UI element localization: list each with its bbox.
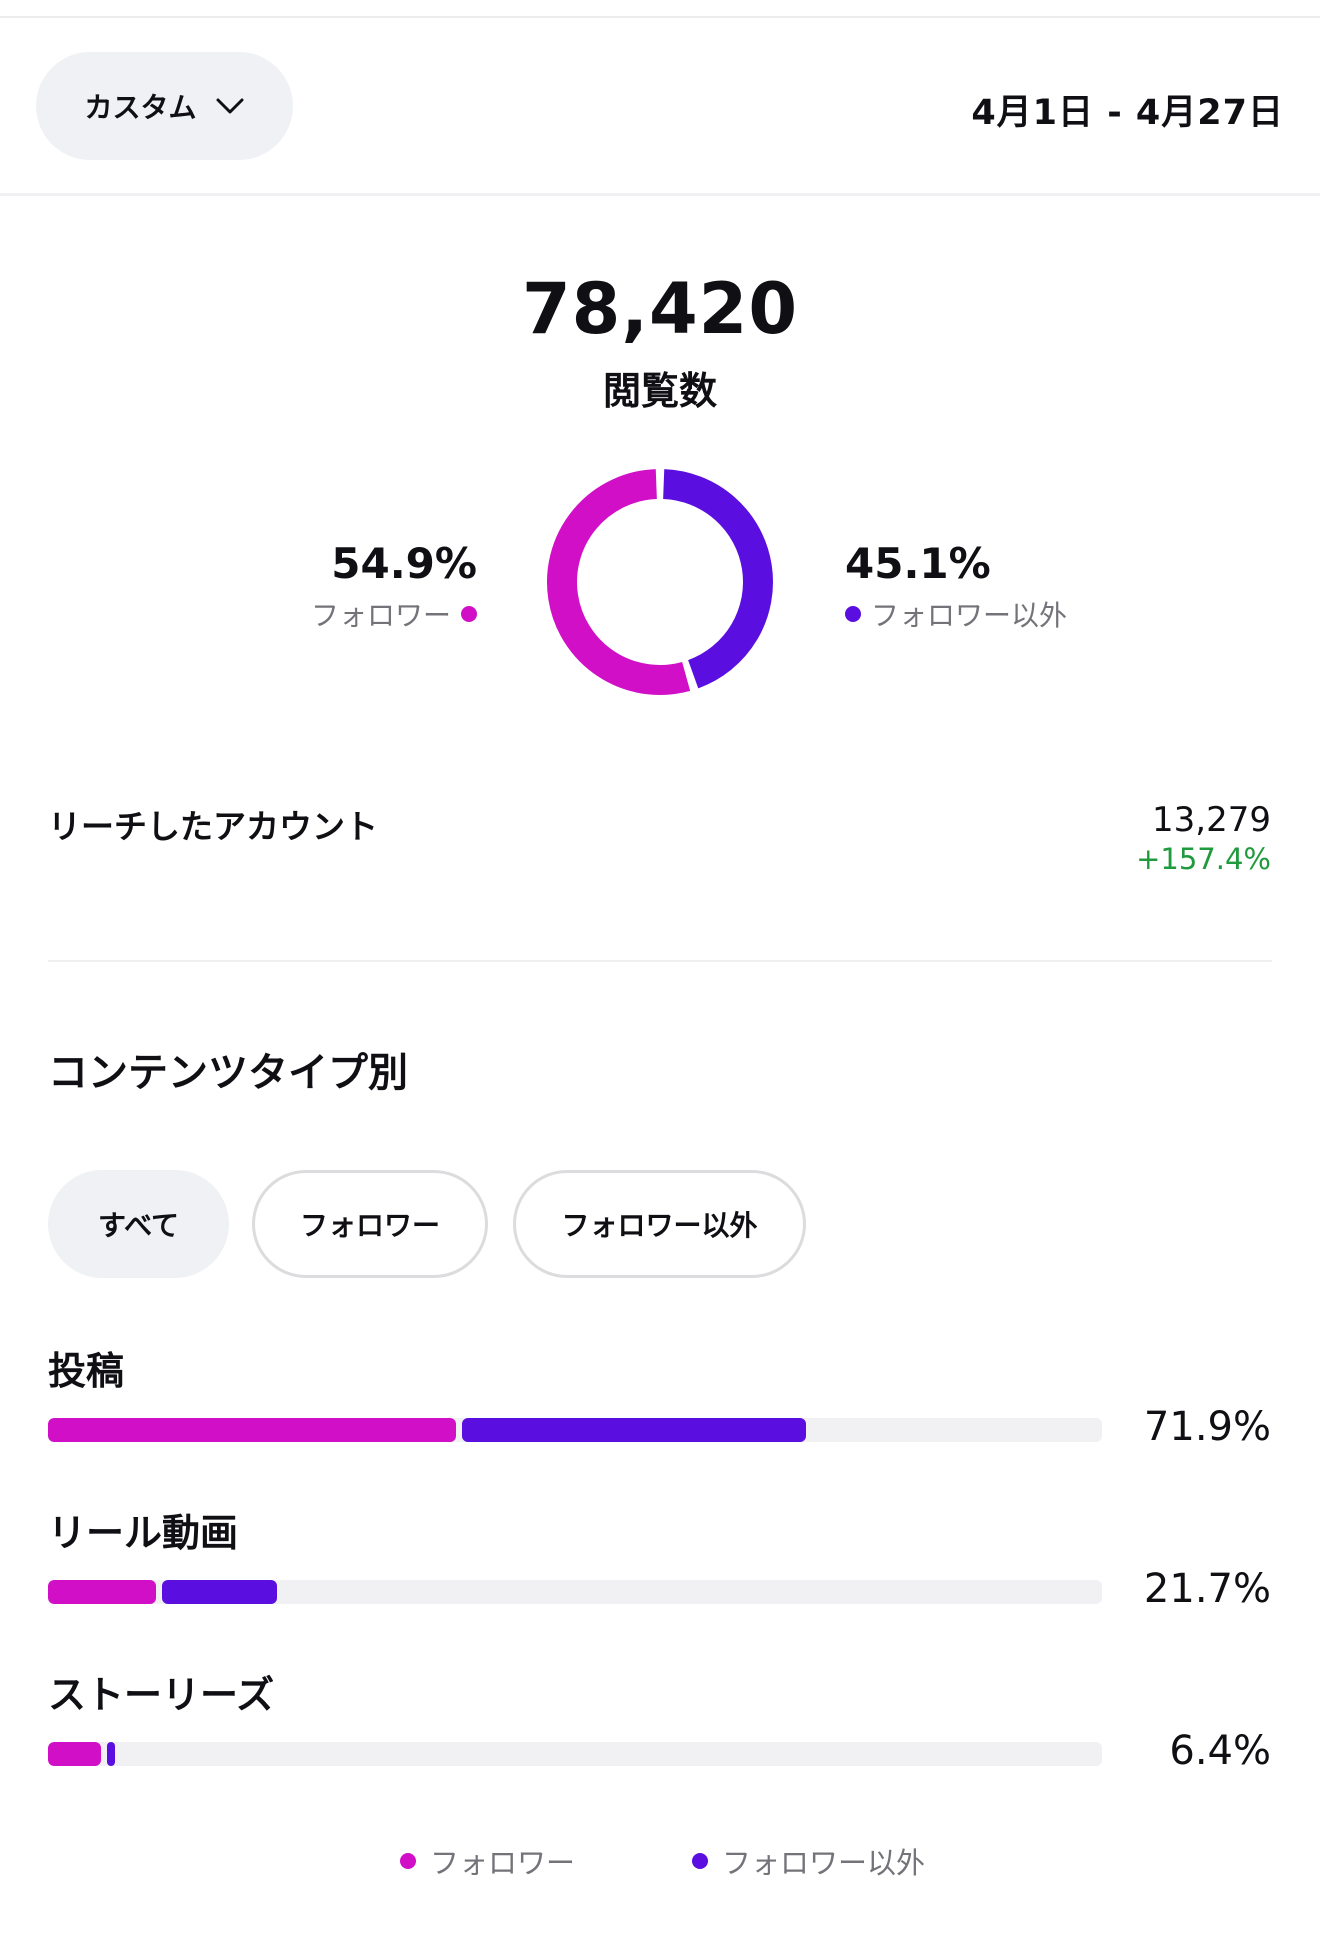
chevron-down-icon (216, 98, 243, 114)
views-label: 閲覧数 (602, 369, 717, 413)
non-followers-arc (662, 469, 773, 689)
non-followers-percent: 45.1% (845, 539, 991, 588)
section-divider (48, 960, 1272, 962)
content-row-bar (48, 1418, 1102, 1442)
content-row-label: 投稿 (48, 1349, 125, 1393)
followers-percent: 54.9% (331, 539, 477, 588)
non-followers-segment (462, 1418, 806, 1442)
date-range-text: 4月1日 - 4月27日 (971, 93, 1284, 133)
non-followers-dot-icon (845, 606, 861, 622)
content-row-bar (48, 1742, 1102, 1766)
content-row-percent: 71.9% (1143, 1404, 1271, 1450)
top-divider (0, 16, 1320, 18)
reach-label: リーチしたアカウント (48, 807, 378, 846)
followers-label: フォロワー (310, 599, 451, 632)
legend-non-followers-label: フォロワー以外 (722, 1846, 926, 1880)
followers-donut-chart (547, 469, 773, 695)
followers-arc (547, 469, 691, 695)
followers-summary: 54.9% フォロワー (311, 540, 477, 634)
filter-followers-button[interactable]: フォロワー (252, 1170, 488, 1278)
content-row-label: ストーリーズ (48, 1673, 275, 1717)
non-followers-dot-icon (692, 1853, 708, 1869)
non-followers-label: フォロワー以外 (871, 599, 1068, 632)
followers-segment (48, 1418, 457, 1442)
content-row-percent: 6.4% (1169, 1728, 1271, 1774)
reach-change: +157.4% (1136, 842, 1271, 876)
followers-dot-icon (461, 606, 477, 622)
non-followers-segment (161, 1580, 277, 1604)
header-bar: カスタム 4月1日 - 4月27日 (0, 18, 1320, 196)
content-row-label: リール動画 (48, 1511, 239, 1555)
legend-followers: フォロワー (400, 1840, 575, 1882)
reach-value: 13,279 (1152, 800, 1271, 840)
legend-non-followers: フォロワー以外 (692, 1840, 925, 1882)
followers-segment (48, 1742, 101, 1766)
non-followers-summary: 45.1% フォロワー以外 (845, 540, 1067, 634)
filter-all-button[interactable]: すべて (48, 1170, 229, 1278)
views-total: 78,420 (521, 268, 799, 350)
date-range-dropdown-label: カスタム (84, 91, 197, 124)
content-type-title: コンテンツタイプ別 (48, 1050, 408, 1096)
filter-non-followers-button[interactable]: フォロワー以外 (513, 1170, 806, 1278)
followers-segment (48, 1580, 156, 1604)
content-row-percent: 21.7% (1143, 1566, 1271, 1612)
date-range-dropdown[interactable]: カスタム (36, 52, 293, 160)
legend-followers-label: フォロワー (430, 1846, 576, 1880)
non-followers-segment (106, 1742, 116, 1766)
content-row-bar (48, 1580, 1102, 1604)
followers-dot-icon (400, 1853, 416, 1869)
